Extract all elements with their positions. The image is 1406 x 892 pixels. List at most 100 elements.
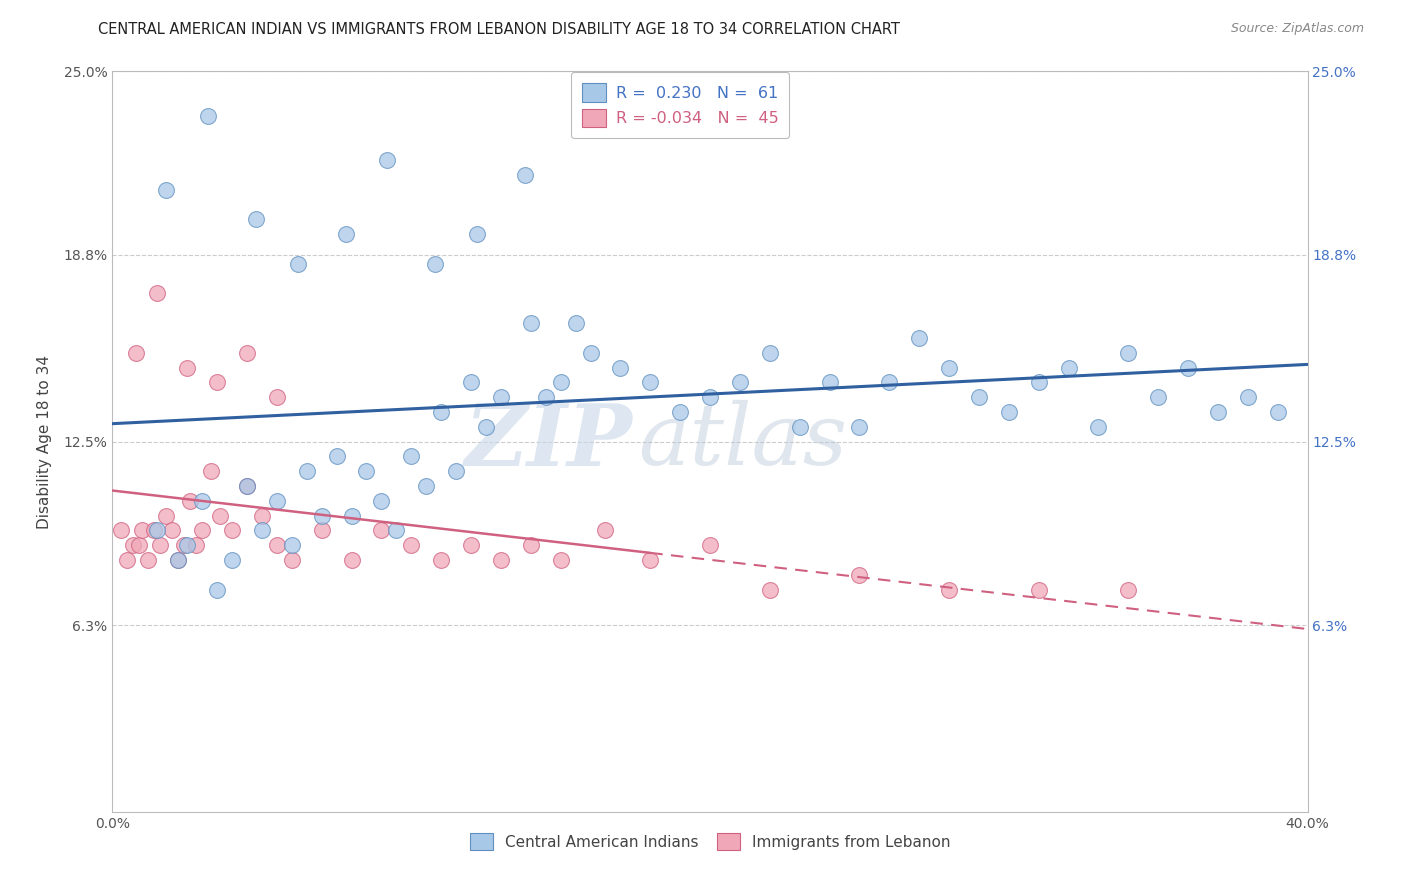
Point [125,345,148,359]
Point [155,508,177,523]
Point [520,538,543,552]
Point [138,553,160,567]
Y-axis label: Disability Age 18 to 34: Disability Age 18 to 34 [38,354,52,529]
Point [176,538,198,552]
Point [938,360,960,375]
Point [1118,582,1140,597]
Point [425,257,447,271]
Point [1057,360,1080,375]
Point [908,331,931,345]
Point [162,524,183,538]
Point [340,553,363,567]
Point [1147,390,1170,404]
Point [117,553,139,567]
Point [325,450,347,464]
Point [110,524,132,538]
Point [789,419,811,434]
Point [221,524,243,538]
Point [335,227,357,242]
Point [415,479,437,493]
Point [520,316,543,330]
Point [640,553,662,567]
Point [1237,390,1260,404]
Point [998,405,1021,419]
Point [146,286,169,301]
Point [377,153,399,168]
Point [250,524,273,538]
Point [848,567,870,582]
Point [550,376,572,390]
Point [167,553,190,567]
Point [465,227,488,242]
Point [245,212,267,227]
Legend: Central American Indians, Immigrants from Lebanon: Central American Indians, Immigrants fro… [464,827,956,856]
Point [167,553,190,567]
Point [609,360,631,375]
Point [595,524,617,538]
Point [191,493,214,508]
Point [848,419,870,434]
Point [759,345,782,359]
Point [818,376,841,390]
Point [205,376,228,390]
Point [1028,376,1050,390]
Point [699,390,721,404]
Point [173,538,195,552]
Point [295,464,318,478]
Point [489,390,512,404]
Point [340,508,363,523]
Point [1118,345,1140,359]
Point [370,524,392,538]
Text: CENTRAL AMERICAN INDIAN VS IMMIGRANTS FROM LEBANON DISABILITY AGE 18 TO 34 CORRE: CENTRAL AMERICAN INDIAN VS IMMIGRANTS FR… [98,22,900,37]
Point [489,553,512,567]
Point [281,538,304,552]
Point [311,508,333,523]
Point [460,376,482,390]
Point [938,582,960,597]
Point [191,524,214,538]
Point [266,390,288,404]
Point [287,257,309,271]
Point [176,360,198,375]
Point [759,582,782,597]
Point [1028,582,1050,597]
Point [401,450,423,464]
Point [221,553,243,567]
Point [370,493,392,508]
Point [579,345,602,359]
Point [281,553,304,567]
Point [236,345,259,359]
Point [200,464,222,478]
Point [236,479,259,493]
Point [640,376,662,390]
Point [1087,419,1109,434]
Point [266,493,288,508]
Point [179,493,201,508]
Point [728,376,751,390]
Point [266,538,288,552]
Point [564,316,586,330]
Point [385,524,408,538]
Point [550,553,572,567]
Point [444,464,467,478]
Point [205,582,228,597]
Point [149,538,172,552]
Point [401,538,423,552]
Text: ZIP: ZIP [464,400,633,483]
Point [197,109,219,123]
Point [430,405,453,419]
Point [1206,405,1229,419]
Point [475,419,498,434]
Text: atlas: atlas [638,401,848,483]
Point [699,538,721,552]
Point [236,479,259,493]
Point [879,376,901,390]
Point [250,508,273,523]
Point [1267,405,1289,419]
Point [460,538,482,552]
Point [186,538,208,552]
Point [356,464,378,478]
Point [155,183,177,197]
Text: Source: ZipAtlas.com: Source: ZipAtlas.com [1230,22,1364,36]
Point [209,508,232,523]
